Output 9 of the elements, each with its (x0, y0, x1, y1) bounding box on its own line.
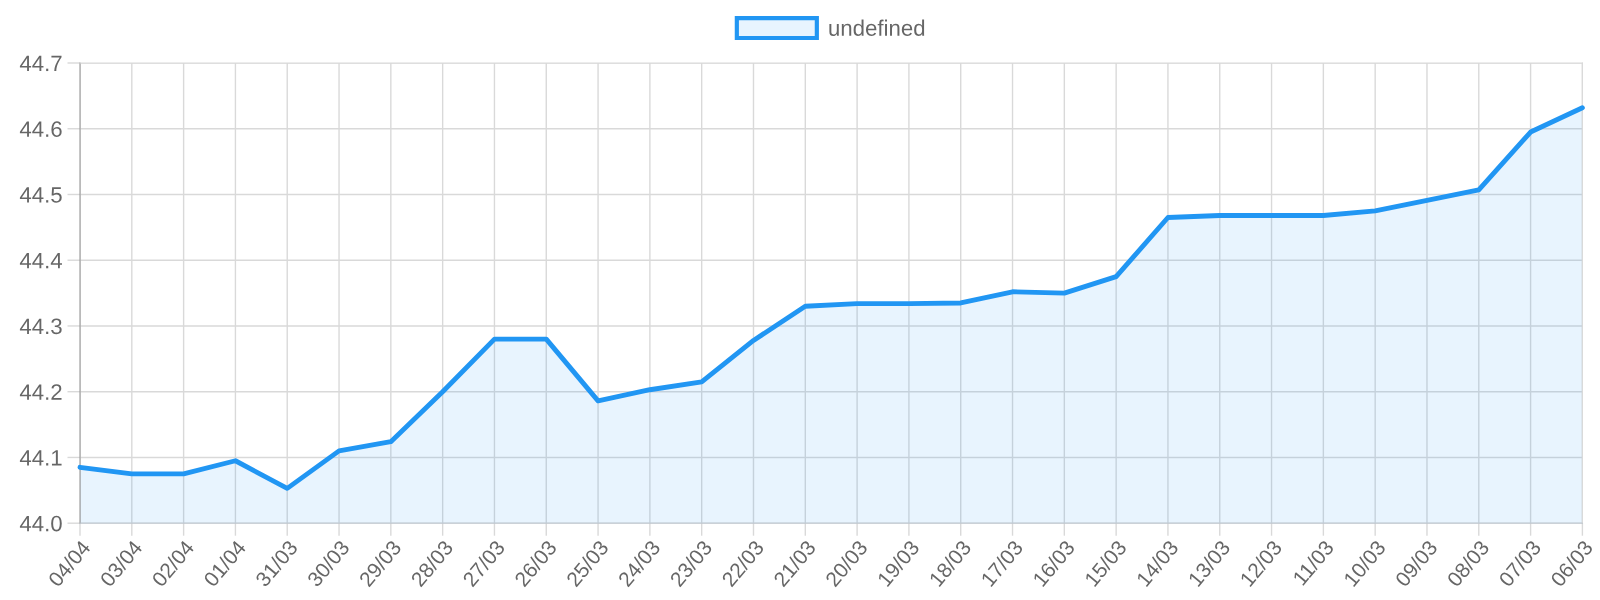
y-tick-label: 44.7 (19, 55, 62, 72)
y-tick-label: 44.3 (19, 318, 62, 335)
y-tick-label: 44.5 (19, 187, 62, 203)
y-tick-label: 44.0 (19, 515, 62, 532)
y-tick-label: 44.6 (19, 121, 62, 138)
y-tick-label: 44.1 (19, 450, 62, 466)
y-tick-label: 44.4 (19, 252, 62, 269)
y-tick-label: 44.2 (19, 384, 62, 400)
legend-label: undefined (829, 19, 925, 36)
